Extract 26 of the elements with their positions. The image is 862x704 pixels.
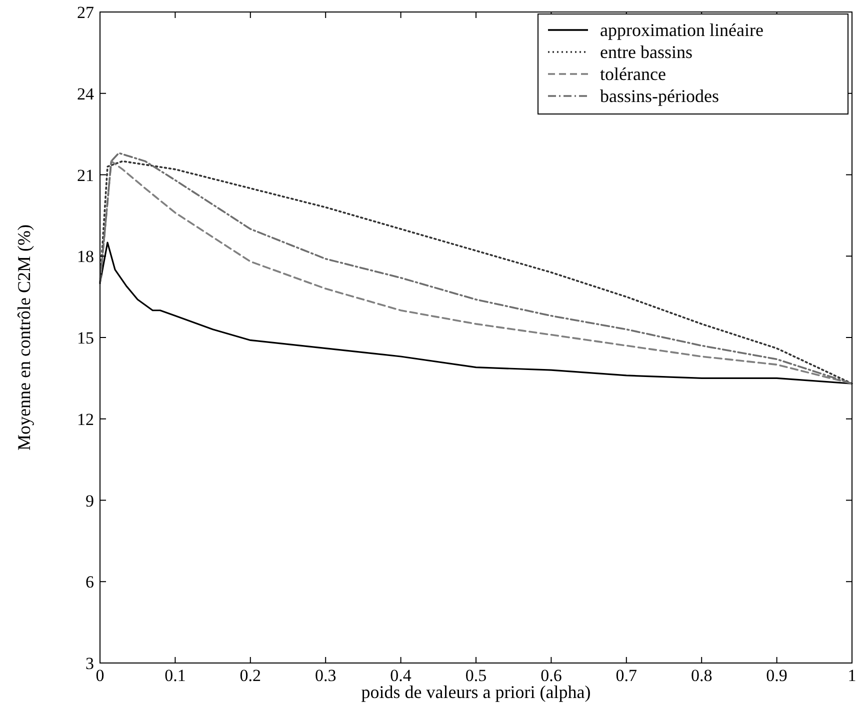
- y-tick-label: 6: [86, 572, 94, 592]
- legend-label: approximation linéaire: [600, 20, 764, 40]
- x-tick-label: 1: [848, 666, 856, 685]
- y-tick-label: 12: [77, 410, 94, 429]
- x-tick-label: 0.7: [616, 666, 638, 685]
- x-tick-label: 0.3: [314, 666, 336, 685]
- y-tick-label: 15: [77, 328, 94, 348]
- x-tick-label: 0.8: [690, 666, 712, 685]
- x-tick-label: 0: [96, 666, 104, 685]
- legend-label: entre bassins: [600, 42, 692, 62]
- x-tick-label: 0.5: [465, 666, 487, 685]
- x-tick-label: 0.4: [390, 666, 412, 685]
- x-tick-label: 0.1: [164, 666, 186, 685]
- y-axis-title: Moyenne en contrôle C2M (%): [14, 224, 34, 450]
- legend-label: bassins-périodes: [600, 86, 719, 106]
- y-tick-label: 21: [77, 166, 94, 185]
- x-tick-label: 0.2: [240, 666, 262, 685]
- y-tick-label: 24: [77, 84, 94, 104]
- x-axis-title: poids de valeurs a priori (alpha): [361, 682, 591, 702]
- x-tick-label: 0.6: [540, 666, 562, 685]
- y-tick-label: 27: [77, 3, 94, 22]
- y-tick-label: 3: [86, 654, 94, 673]
- y-tick-label: 18: [77, 247, 94, 266]
- legend-label: tolérance: [600, 64, 666, 84]
- y-tick-label: 9: [86, 491, 94, 510]
- x-tick-label: 0.9: [766, 666, 788, 685]
